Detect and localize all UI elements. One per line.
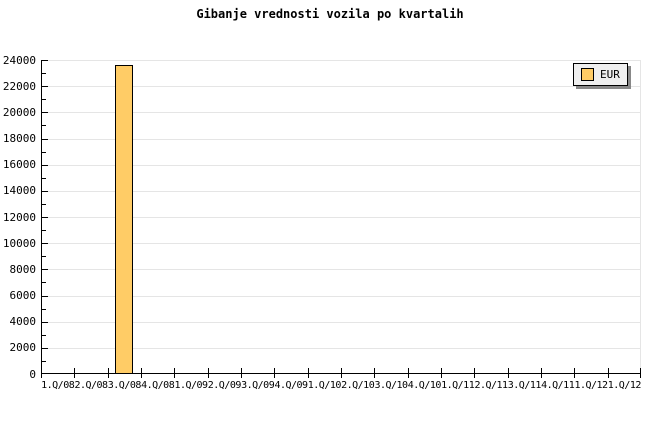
x-tick-label: 1.Q/12 xyxy=(574,380,608,391)
x-tick xyxy=(608,368,609,378)
bar xyxy=(115,65,134,374)
x-tick xyxy=(174,368,175,378)
y-axis-labels: 0 2000 4000 6000 8000 10000 12000 14000 16000 180… xyxy=(0,54,37,381)
x-tick-label: 4.Q/09 xyxy=(274,380,308,391)
chart-title: Gibanje vrednosti vozila po kvartalih xyxy=(196,7,464,21)
gridline xyxy=(42,321,641,323)
y-major-tick xyxy=(42,217,48,218)
y-minor-tick xyxy=(42,177,46,179)
x-tick-label: 1.Q/12 xyxy=(607,380,642,391)
y-minor-tick xyxy=(42,334,46,336)
x-tick-label: 4.Q/08 xyxy=(141,380,175,391)
x-tick-label: 3.Q/11 xyxy=(507,380,542,391)
y-tick-label: 6000 xyxy=(9,289,37,302)
gridline xyxy=(42,60,641,61)
x-tick-label: 2.Q/08 xyxy=(74,380,108,391)
x-tick xyxy=(308,368,309,378)
y-major-tick xyxy=(42,295,48,297)
x-tick-label: 1.Q/09 xyxy=(174,380,208,391)
x-tick xyxy=(241,368,242,378)
y-minor-tick xyxy=(42,282,46,284)
x-tick-label: 2.Q/11 xyxy=(474,380,508,391)
x-tick xyxy=(640,368,641,378)
y-minor-tick xyxy=(42,203,46,205)
x-tick-label: 4.Q/10 xyxy=(407,380,442,391)
x-tick-label: 4.Q/11 xyxy=(541,380,575,391)
y-tick-label: 18000 xyxy=(2,132,36,145)
y-major-tick xyxy=(42,243,48,245)
x-tick-label: 1.Q/08 xyxy=(41,380,75,391)
x-tick xyxy=(441,368,442,378)
gridline xyxy=(42,295,641,297)
x-tick xyxy=(541,368,542,378)
y-tick-label: 14000 xyxy=(2,184,36,198)
gridline xyxy=(42,138,641,140)
y-major-tick xyxy=(42,269,48,271)
x-tick xyxy=(141,368,142,378)
y-minor-tick xyxy=(42,256,46,258)
y-major-tick xyxy=(42,321,48,323)
x-tick-label: 2.Q/10 xyxy=(341,380,375,391)
y-minor-tick xyxy=(42,99,46,101)
x-tick xyxy=(341,368,342,378)
x-tick xyxy=(574,368,575,378)
gridline xyxy=(42,112,641,114)
gridline xyxy=(42,190,641,192)
y-axis-line xyxy=(41,60,42,374)
gridline xyxy=(42,243,641,245)
y-tick-label: 8000 xyxy=(9,262,37,276)
x-tick xyxy=(508,368,509,378)
y-major-tick xyxy=(42,138,48,140)
x-tick xyxy=(108,368,109,378)
gridline xyxy=(42,347,641,349)
y-major-tick xyxy=(42,190,48,192)
y-tick-label: 22000 xyxy=(2,79,36,93)
x-tick-label: 2.Q/09 xyxy=(207,380,242,391)
x-tick xyxy=(74,368,75,378)
y-major-tick xyxy=(42,164,48,166)
y-major-tick xyxy=(42,347,48,349)
y-tick-label: 20000 xyxy=(2,105,36,119)
y-tick-label: 12000 xyxy=(2,210,36,224)
gridline xyxy=(42,217,641,218)
y-tick-label: 16000 xyxy=(2,158,36,172)
x-tick xyxy=(374,368,375,378)
legend-label: EUR xyxy=(600,68,620,81)
y-minor-tick xyxy=(42,73,46,75)
y-tick-label: 10000 xyxy=(2,236,36,250)
x-tick xyxy=(41,368,42,378)
y-tick-label: 0 xyxy=(29,367,36,381)
gridline xyxy=(42,269,641,271)
y-major-tick xyxy=(42,112,48,114)
y-tick-label: 24000 xyxy=(2,53,36,67)
y-minor-tick xyxy=(42,360,46,362)
x-tick-label: 1.Q/11 xyxy=(441,380,475,391)
y-minor-tick xyxy=(42,308,46,310)
legend: EUR xyxy=(573,63,628,86)
gridline xyxy=(42,86,641,88)
y-minor-tick xyxy=(42,151,46,153)
x-tick-label: 3.Q/08 xyxy=(107,380,142,391)
y-major-tick xyxy=(42,60,48,61)
plot-area: 1.Q/08 2.Q/08 3.Q/08 4.Q/08 1.Q/09 2.Q/09 3.Q/… xyxy=(41,60,641,391)
y-minor-tick xyxy=(42,230,46,232)
x-tick xyxy=(474,368,475,378)
x-tick-label: 3.Q/09 xyxy=(241,380,275,391)
x-tick-label: 3.Q/10 xyxy=(374,380,408,391)
y-tick-label: 4000 xyxy=(9,315,37,329)
legend-swatch-icon xyxy=(581,68,594,81)
y-tick-label: 2000 xyxy=(9,341,37,355)
x-tick xyxy=(274,368,275,378)
gridline xyxy=(42,164,641,166)
x-tick-label: 1.Q/10 xyxy=(307,380,342,391)
x-tick xyxy=(408,368,409,378)
y-minor-tick xyxy=(42,125,46,127)
y-major-tick xyxy=(42,86,48,88)
x-tick xyxy=(208,368,209,378)
